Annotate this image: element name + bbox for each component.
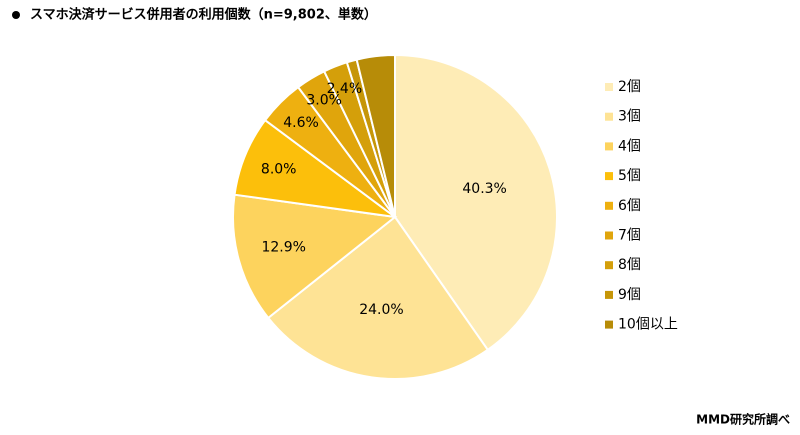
legend-swatch	[605, 320, 613, 329]
data-label: 24.0%	[359, 302, 403, 318]
pie-slice	[232, 193, 398, 320]
legend-swatch	[605, 142, 613, 151]
data-label: 12.9%	[261, 239, 305, 255]
legend-label: 3個	[618, 109, 641, 125]
data-label: 2.4%	[327, 81, 363, 97]
pie-slice	[355, 53, 396, 218]
legend-label: 5個	[618, 168, 641, 184]
data-label: 4.6%	[283, 115, 319, 131]
legend-label: 8個	[618, 257, 641, 273]
legend-label: 2個	[618, 79, 641, 95]
legend-label: 6個	[618, 198, 641, 214]
legend-swatch	[605, 112, 613, 121]
legend-swatch	[605, 172, 613, 181]
legend-label: 4個	[618, 138, 641, 154]
legend-label: 10個以上	[618, 317, 678, 333]
data-label: 3.0%	[306, 93, 342, 109]
legend-label: 9個	[618, 287, 641, 303]
data-label: 8.0%	[261, 161, 297, 177]
data-label: 40.3%	[462, 181, 506, 197]
legend-swatch	[605, 83, 613, 91]
source: MMD研究所調べ	[696, 412, 790, 427]
legend-swatch	[605, 261, 613, 270]
title-bullet	[12, 11, 20, 19]
legend-swatch	[605, 201, 613, 210]
pie-slice	[394, 53, 558, 352]
pie-slice	[266, 215, 490, 380]
legend-swatch	[605, 231, 613, 240]
legend-swatch	[605, 290, 613, 299]
legend-label: 7個	[618, 228, 641, 244]
chart-title: スマホ決済サービス併用者の利用個数（n=9,802、単数）	[30, 7, 377, 23]
